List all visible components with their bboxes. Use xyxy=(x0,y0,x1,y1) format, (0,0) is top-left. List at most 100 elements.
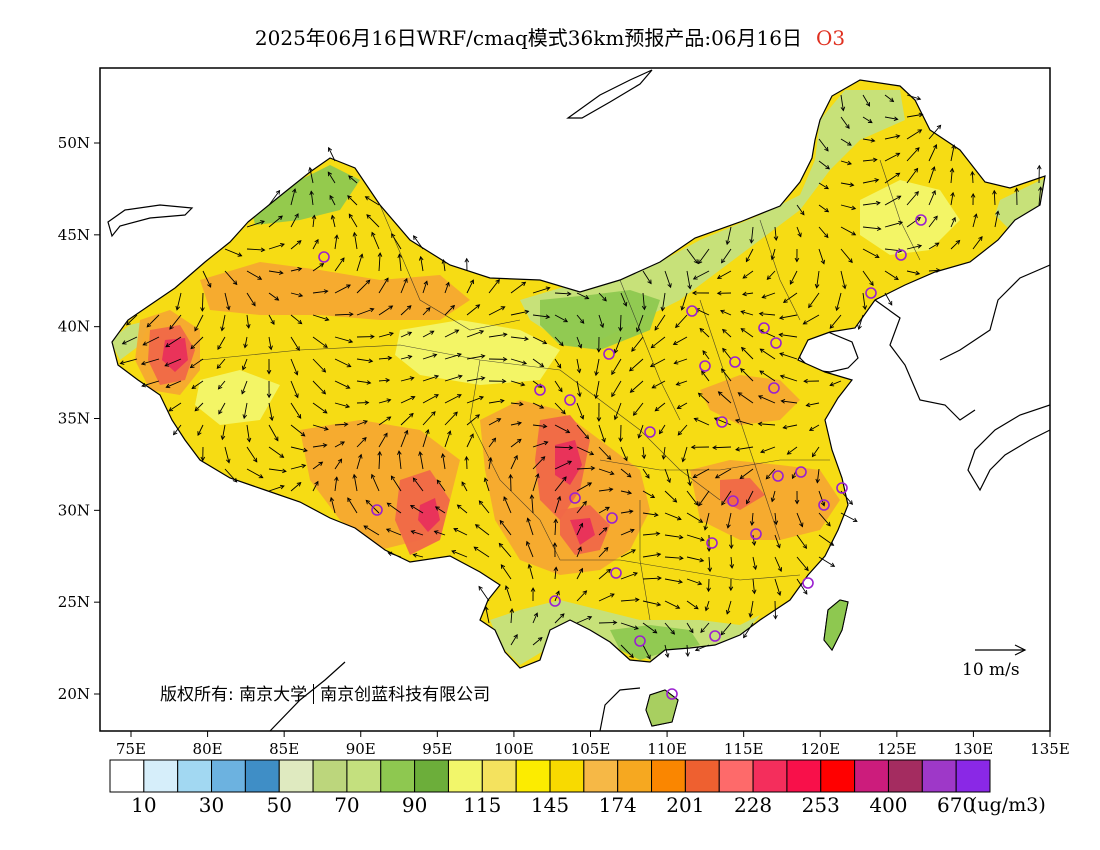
wind-vector xyxy=(598,527,608,536)
monitoring-station-marker xyxy=(895,249,907,261)
colorbar-swatch xyxy=(414,759,449,793)
lon-tick-label: 110E xyxy=(647,740,687,758)
wind-vector xyxy=(311,214,317,228)
colorbar-swatch xyxy=(177,759,213,793)
wind-vector xyxy=(175,292,182,311)
colorbar-swatch xyxy=(143,759,179,793)
lon-tick-label: 85E xyxy=(269,740,299,758)
wind-vector xyxy=(818,182,829,190)
wind-vector xyxy=(840,160,852,166)
wind-vector xyxy=(146,314,160,328)
lon-tick-label: 115E xyxy=(724,740,764,758)
wind-vector xyxy=(189,358,204,369)
wind-vector xyxy=(701,370,710,382)
wind-vector xyxy=(356,334,375,339)
wind-vector xyxy=(488,378,507,384)
wind-vector xyxy=(818,226,829,239)
wind-vector xyxy=(290,446,308,453)
wind-vector xyxy=(378,398,392,404)
wind-vector xyxy=(906,167,919,184)
wind-vector xyxy=(620,490,633,495)
colorbar-swatch xyxy=(651,759,686,793)
monitoring-station-marker xyxy=(770,337,782,349)
wind-vector xyxy=(488,437,497,448)
wind-vector xyxy=(268,468,287,474)
wind-vector xyxy=(576,546,582,558)
wind-reference-label: 10 m/s xyxy=(962,660,1020,680)
wind-vector xyxy=(530,587,536,602)
wind-vector xyxy=(840,116,850,130)
wind-vector xyxy=(478,500,490,514)
wind-vector xyxy=(290,424,306,437)
lon-tick-label: 75E xyxy=(116,740,146,758)
wind-vector xyxy=(805,402,820,408)
monitoring-station-marker xyxy=(758,322,770,334)
wind-vector xyxy=(165,380,182,389)
wind-vector xyxy=(312,289,329,294)
wind-vector xyxy=(334,311,354,317)
wind-vector xyxy=(554,613,565,624)
wind-vector xyxy=(290,463,307,470)
wind-vector xyxy=(664,490,678,503)
wind-vector xyxy=(642,490,656,498)
wind-vector xyxy=(246,292,256,307)
wind-vector xyxy=(796,204,805,216)
wind-vector xyxy=(554,402,566,415)
lon-tick-label: 100E xyxy=(494,740,534,758)
wind-vector xyxy=(686,534,705,542)
wind-vector xyxy=(835,292,842,312)
province-border xyxy=(599,459,830,471)
wind-vector xyxy=(659,424,666,435)
wind-vector xyxy=(378,277,389,294)
colorbar-swatch xyxy=(549,759,585,793)
wind-vector xyxy=(686,490,699,506)
wind-vector xyxy=(356,358,374,364)
wind-vector xyxy=(290,292,304,298)
wind-vector xyxy=(576,402,585,420)
wind-vector xyxy=(906,217,922,228)
wind-vector xyxy=(789,270,798,285)
wind-vector xyxy=(202,270,212,288)
ozone-concentration-region xyxy=(200,262,470,320)
wind-vector xyxy=(697,392,710,404)
wind-vector xyxy=(721,490,732,506)
wind-vector xyxy=(488,356,508,362)
monitoring-station-marker xyxy=(549,595,561,607)
colorbar-swatch xyxy=(211,759,246,793)
province-border xyxy=(639,500,651,621)
wind-vector xyxy=(510,401,524,407)
ozone-concentration-region xyxy=(570,518,595,545)
colorbar-swatch xyxy=(109,759,145,793)
wind-vector xyxy=(363,525,380,536)
wind-vector xyxy=(412,553,424,558)
wind-vector xyxy=(510,336,529,341)
wind-vector xyxy=(676,402,688,409)
monitoring-station-marker xyxy=(716,416,728,428)
wind-vector xyxy=(576,522,584,536)
wind-vector xyxy=(576,500,587,514)
wind-vector xyxy=(356,420,368,426)
wind-vector xyxy=(334,476,339,492)
wind-vector xyxy=(554,380,563,393)
wind-vector xyxy=(532,456,546,470)
wind-vector xyxy=(216,358,226,369)
monitoring-station-marker xyxy=(750,528,762,540)
wind-vector xyxy=(970,192,976,206)
lat-tick-label: 50N xyxy=(58,134,90,152)
wind-vector xyxy=(660,292,666,312)
wind-vector xyxy=(685,644,690,657)
wind-vector xyxy=(808,292,820,309)
wind-vector xyxy=(802,314,820,325)
wind-vector xyxy=(840,138,852,146)
wind-vector xyxy=(862,292,868,311)
wind-vector xyxy=(508,473,513,492)
wind-vector xyxy=(675,314,688,329)
wind-vector xyxy=(554,445,574,450)
wind-vector xyxy=(722,347,732,360)
wind-vector xyxy=(312,263,325,272)
wind-vector xyxy=(386,502,402,514)
wind-vector xyxy=(554,476,567,492)
wind-vector xyxy=(884,134,901,140)
wind-vector xyxy=(532,423,548,429)
wind-vector xyxy=(164,358,182,367)
